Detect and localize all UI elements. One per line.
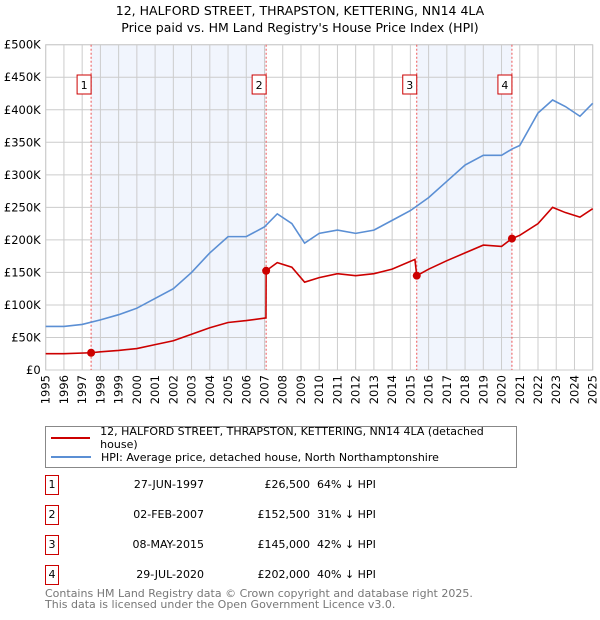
hpi-line (45, 99, 594, 328)
footer: Contains HM Land Registry data © Crown c… (45, 588, 473, 610)
y-tick-label: £50K (11, 330, 41, 344)
sale-date: 29-JUL-2020 (136, 568, 204, 581)
y-tick-label: £500K (4, 38, 41, 52)
x-tick-label: 2017 (440, 375, 454, 404)
sale-point (412, 271, 421, 280)
x-tick-label: 2006 (239, 375, 253, 404)
sale-point (507, 234, 516, 243)
x-tick-label: 2001 (148, 375, 162, 404)
sale-label: 4 (501, 79, 508, 92)
footer-copyright: Contains HM Land Registry data © Crown c… (45, 587, 473, 600)
x-tick-label: 2002 (166, 375, 180, 404)
legend: 12, HALFORD STREET, THRAPSTON, KETTERING… (45, 425, 517, 468)
chart-title: 12, HALFORD STREET, THRAPSTON, KETTERING… (115, 3, 485, 18)
y-tick-label: £300K (4, 168, 41, 182)
x-tick-label: 2015 (403, 375, 417, 404)
x-tick-label: 2021 (513, 375, 527, 404)
sale-price: £152,500 (257, 508, 311, 521)
x-tick-label: 1995 (39, 375, 53, 404)
x-tick-label: 2023 (549, 375, 563, 404)
y-tick-label: £400K (4, 103, 41, 117)
x-tick-label: 2009 (294, 375, 308, 404)
x-tick-label: 2018 (458, 375, 472, 404)
price-chart: 1995 1996 1997 1998 1999 2000 2001 2002 2003 2004… (4, 38, 600, 405)
legend-label: HPI: Average price, detached house, Nort… (101, 450, 439, 464)
legend-item-property: 12, HALFORD STREET, THRAPSTON, KETTERING… (46, 425, 516, 451)
y-tick-label: £150K (4, 265, 41, 279)
sale-number-badge: 3 (45, 535, 59, 555)
sale-label-box (76, 74, 92, 95)
y-tick-label: £0 (26, 363, 41, 377)
sale-number-badge: 2 (45, 505, 59, 525)
y-tick-label: £450K (4, 70, 41, 84)
x-tick-label: 2012 (349, 375, 363, 404)
x-tick-label: 2004 (203, 375, 217, 404)
sale-date: 02-FEB-2007 (133, 508, 204, 521)
x-tick-label: 1998 (93, 375, 107, 404)
sale-label: 1 (81, 79, 88, 92)
sale-hpi-diff: 40% ↓ HPI (317, 568, 376, 581)
legend-swatch-red (51, 437, 91, 439)
sale-label-box (251, 74, 267, 95)
sale-point (262, 266, 271, 275)
y-tick-label: £350K (4, 135, 41, 149)
x-tick-label: 2022 (531, 375, 545, 404)
x-tick-label: 2007 (258, 375, 272, 404)
sale-label: 3 (406, 79, 413, 92)
x-tick-label: 2024 (567, 375, 581, 404)
sale-label-box (497, 74, 513, 95)
x-tick-label: 2005 (221, 375, 235, 404)
x-tick-label: 2025 (586, 375, 600, 404)
x-tick-label: 2016 (422, 375, 436, 404)
sale-hpi-diff: 31% ↓ HPI (317, 508, 376, 521)
footer-licence: This data is licensed under the Open Gov… (45, 598, 396, 611)
sale-price: £26,500 (264, 478, 311, 491)
sale-price: £145,000 (257, 538, 311, 551)
legend-swatch-blue (51, 456, 91, 458)
sale-label: 2 (256, 79, 263, 92)
sale-price: £202,000 (257, 568, 311, 581)
x-tick-label: 1996 (57, 375, 71, 404)
x-tick-label: 2008 (276, 375, 290, 404)
y-tick-label: £100K (4, 298, 41, 312)
y-tick-label: £200K (4, 233, 41, 247)
x-tick-label: 2003 (185, 375, 199, 404)
x-tick-label: 2019 (476, 375, 490, 404)
sale-date: 08-MAY-2015 (132, 538, 204, 551)
sale-date: 27-JUN-1997 (133, 478, 204, 491)
x-tick-label: 2020 (495, 375, 509, 404)
sale-number-badge: 4 (45, 565, 59, 585)
sale-hpi-diff: 64% ↓ HPI (317, 478, 376, 491)
sale-number-badge: 1 (45, 475, 59, 495)
x-tick-label: 2013 (367, 375, 381, 404)
legend-label: 12, HALFORD STREET, THRAPSTON, KETTERING… (100, 425, 484, 451)
sale-label-box (402, 74, 418, 95)
x-tick-label: 2010 (312, 375, 326, 404)
chart-subtitle: Price paid vs. HM Land Registry's House … (121, 20, 479, 35)
x-tick-label: 2000 (130, 375, 144, 404)
legend-item-hpi: HPI: Average price, detached house, Nort… (46, 448, 439, 466)
plot-border (45, 44, 594, 371)
x-tick-label: 1997 (75, 375, 89, 404)
x-tick-label: 1999 (112, 375, 126, 404)
x-tick-label: 2011 (330, 375, 344, 404)
sale-hpi-diff: 42% ↓ HPI (317, 538, 376, 551)
y-tick-label: £250K (4, 200, 41, 214)
x-tick-label: 2014 (385, 375, 399, 404)
sale-point (87, 348, 96, 357)
